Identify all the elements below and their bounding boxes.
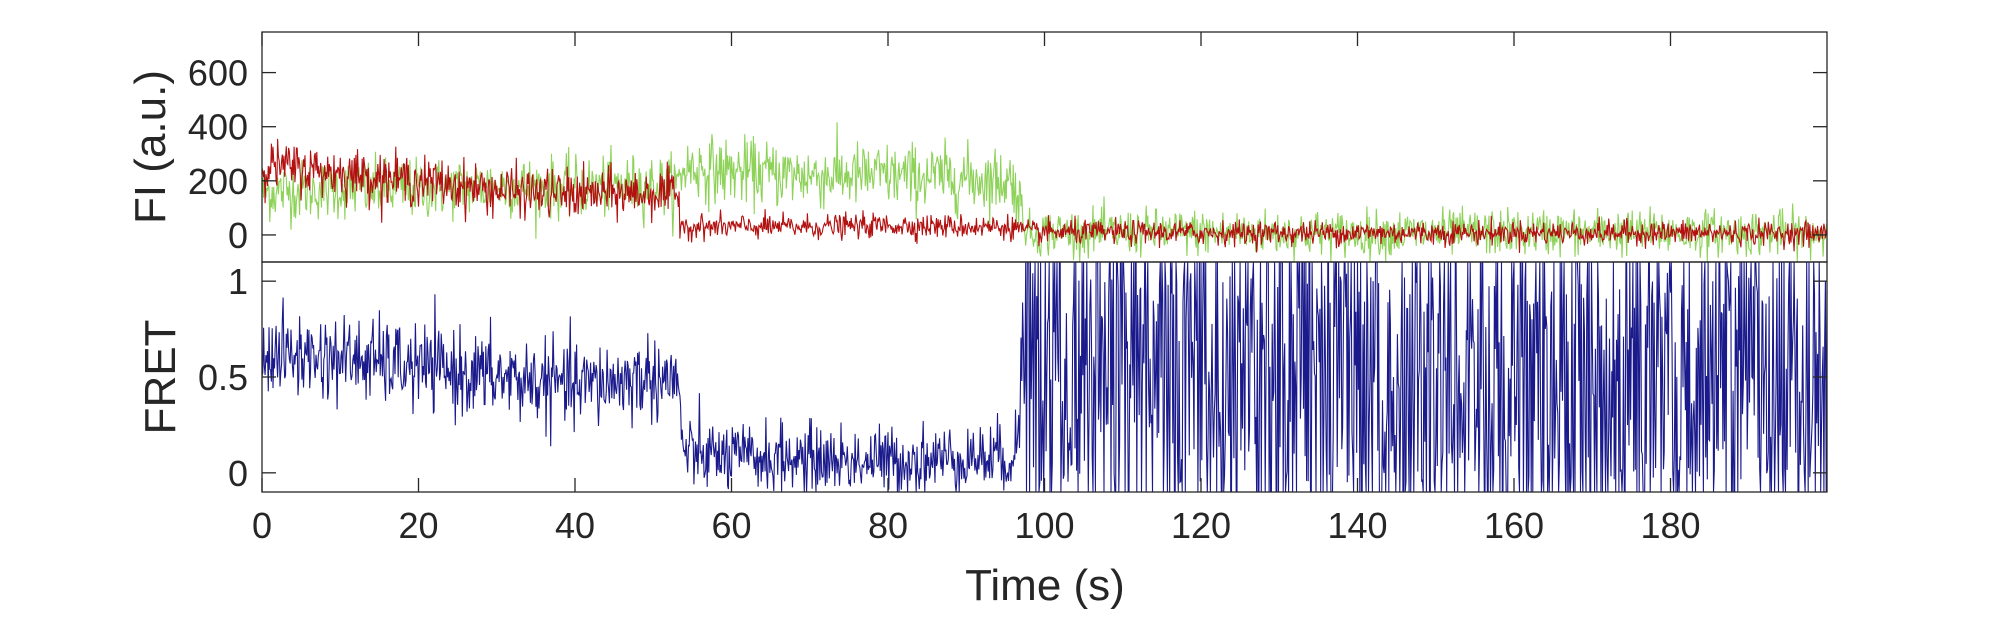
fret-ytick-label: 0 bbox=[228, 453, 248, 494]
time-xtick-label: 100 bbox=[1014, 505, 1074, 546]
time-xtick-label: 180 bbox=[1640, 505, 1700, 546]
fret-ytick-label: 0.5 bbox=[198, 357, 248, 398]
time-xtick-label: 120 bbox=[1171, 505, 1231, 546]
time-xtick-label: 140 bbox=[1327, 505, 1387, 546]
fret-y-ticks: 00.51 bbox=[198, 261, 1827, 494]
fluorescence-ytick-label: 400 bbox=[188, 107, 248, 148]
fluorescence-y-axis-label: FI (a.u.) bbox=[126, 70, 175, 224]
fret-panel: 00.51 0 20 40 60 80 100 120 140 160 180 FRET Time… bbox=[136, 32, 1828, 610]
fluorescence-ytick-label: 0 bbox=[228, 215, 248, 256]
time-xtick-label: 60 bbox=[711, 505, 751, 546]
fret-trace bbox=[261, 261, 1828, 493]
time-xtick-label: 0 bbox=[252, 505, 272, 546]
fluorescence-y-ticks: 0 200 400 600 bbox=[188, 53, 1827, 256]
time-x-axis-label: Time (s) bbox=[965, 561, 1125, 610]
fret-y-axis-label: FRET bbox=[136, 320, 185, 435]
time-x-ticks: 0 20 40 60 80 100 120 140 160 180 bbox=[252, 32, 1701, 546]
fret-ytick-label: 1 bbox=[228, 261, 248, 302]
fluorescence-ytick-label: 200 bbox=[188, 161, 248, 202]
fluorescence-traces bbox=[261, 122, 1828, 263]
time-xtick-label: 40 bbox=[555, 505, 595, 546]
time-xtick-label: 20 bbox=[398, 505, 438, 546]
acceptor-trace-line bbox=[261, 138, 1828, 253]
fret-trace-line bbox=[261, 261, 1828, 493]
time-xtick-label: 80 bbox=[868, 505, 908, 546]
fluorescence-ytick-label: 600 bbox=[188, 53, 248, 94]
fluorescence-panel: 0 200 400 600 FI (a.u.) bbox=[126, 31, 1828, 263]
time-xtick-label: 160 bbox=[1484, 505, 1544, 546]
